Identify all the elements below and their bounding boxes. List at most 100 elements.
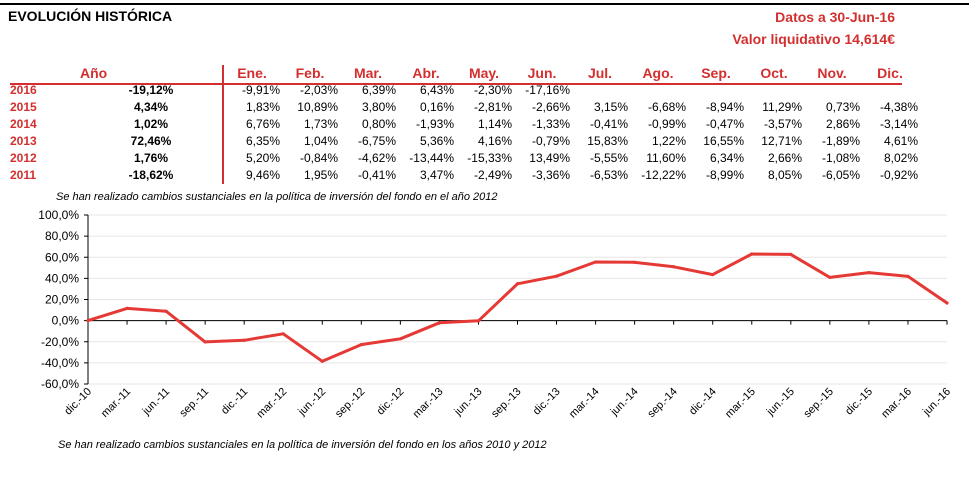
- row-month-return: 2,86%: [825, 117, 860, 131]
- row-month-return: 6,43%: [419, 83, 454, 97]
- row-month-return: -9,91%: [241, 83, 280, 97]
- table-row: 2015 4,34% 1,83% 10,89% 3,80% 0,16% -2,81% -2,6…: [10, 99, 920, 116]
- row-month-return: -0,84%: [299, 151, 338, 165]
- row-month-return: 0,16%: [419, 100, 454, 114]
- data-point: [437, 321, 442, 325]
- row-month-return: 13,49%: [529, 151, 570, 165]
- series-line: [86, 252, 949, 363]
- history-line-chart: 100,0% 80,0% 60,0% 40,0% 20,0% 0,0% -20,0% -40,…: [38, 208, 953, 421]
- row-year: 2014: [10, 117, 37, 131]
- row-month-return: 0,73%: [825, 100, 860, 114]
- y-tick-label: 100,0%: [38, 208, 79, 222]
- row-month-return: 0,80%: [361, 117, 396, 131]
- row-year: 2011: [10, 168, 37, 182]
- column-header: Mar.: [353, 65, 382, 81]
- x-tick-label: dic.-14: [687, 386, 719, 418]
- row-month-return: -1,33%: [531, 117, 570, 131]
- row-month-return: -3,36%: [531, 168, 570, 182]
- row-month-return: 6,35%: [245, 134, 280, 148]
- row-month-return: -8,94%: [705, 100, 744, 114]
- row-month-return: 6,39%: [361, 83, 396, 97]
- row-month-return: 15,83%: [587, 134, 628, 148]
- row-month-return: -0,47%: [705, 117, 744, 131]
- row-annual-return: -19,12%: [80, 82, 224, 99]
- x-tick-label: jun.-12: [295, 386, 328, 419]
- row-annual-return: 4,34%: [80, 99, 224, 116]
- x-tick-label: jun.-13: [452, 386, 485, 419]
- row-month-return: -3,14%: [879, 117, 918, 131]
- column-header: Dic.: [877, 65, 903, 81]
- data-point: [945, 301, 949, 305]
- row-month-return: 12,71%: [761, 134, 802, 148]
- y-tick-label: 60,0%: [45, 250, 79, 264]
- data-point: [320, 359, 324, 363]
- row-month-return: 3,47%: [419, 168, 454, 182]
- column-header: Año: [10, 65, 224, 82]
- table-row: 2013 72,46% 6,35% 1,04% -6,75% 5,36% 4,16% -0,7…: [10, 133, 920, 150]
- column-header: Abr.: [412, 65, 440, 81]
- policy-note-top: Se han realizado cambios sustanciales en…: [56, 191, 498, 203]
- table-row: 2014 1,02% 6,76% 1,73% 0,80% -1,93% 1,14% -1,33…: [10, 116, 920, 133]
- row-annual-return: 1,76%: [80, 150, 224, 167]
- x-tick-label: dic.-11: [219, 386, 250, 417]
- x-tick-label: jun.-15: [764, 386, 797, 419]
- row-month-return: 2,66%: [767, 151, 802, 165]
- row-month-return: 1,73%: [303, 117, 338, 131]
- row-month-return: 6,34%: [709, 151, 744, 165]
- row-month-return: -0,41%: [357, 168, 396, 182]
- y-tick-label: -40,0%: [41, 356, 79, 370]
- data-point: [86, 319, 90, 323]
- y-tick-label: 80,0%: [45, 229, 79, 243]
- performance-table: Año Ene. Feb. Mar. Abr. May. Jun. Jul. Ago. Sep. O…: [10, 65, 921, 184]
- row-month-return: -6,05%: [821, 168, 860, 182]
- row-month-return: 11,60%: [646, 151, 686, 165]
- x-tick-label: mar.-14: [567, 386, 602, 421]
- data-point: [164, 309, 168, 313]
- row-month-return: -2,49%: [473, 168, 512, 182]
- row-month-return: -0,99%: [647, 117, 686, 131]
- data-point: [750, 252, 754, 256]
- data-point: [515, 282, 520, 286]
- data-date: Datos a 30-Jun-16: [775, 9, 895, 25]
- row-month-return: -12,22%: [641, 168, 686, 182]
- row-month-return: 4,61%: [883, 134, 918, 148]
- row-month-return: -4,38%: [879, 100, 918, 114]
- row-month-return: -2,81%: [473, 100, 512, 114]
- column-header: Ene.: [237, 65, 267, 81]
- row-month-return: -1,08%: [821, 151, 860, 165]
- column-header: Oct.: [760, 65, 788, 81]
- data-point: [281, 332, 285, 336]
- row-month-return: 3,80%: [361, 100, 396, 114]
- x-tick-label: dic.-15: [843, 386, 875, 418]
- page-title: EVOLUCIÓN HISTÓRICA: [8, 8, 173, 24]
- column-header: Sep.: [701, 65, 731, 81]
- row-month-return: -0,79%: [531, 134, 570, 148]
- row-annual-return: 1,02%: [80, 116, 224, 133]
- data-point: [476, 319, 481, 323]
- x-tick-label: sep.-15: [802, 386, 836, 420]
- row-month-return: -8,99%: [705, 168, 744, 182]
- x-tick-label: jun.-16: [920, 386, 953, 419]
- row-month-return: 1,14%: [477, 117, 512, 131]
- x-tick-label: dic.-13: [531, 386, 563, 418]
- row-month-return: 8,05%: [767, 168, 802, 182]
- row-month-return: 5,20%: [245, 151, 280, 165]
- column-header: May.: [468, 65, 500, 81]
- x-tick-label: sep.-14: [645, 386, 679, 420]
- row-month-return: -1,93%: [415, 117, 454, 131]
- y-tick-label: 20,0%: [45, 293, 79, 307]
- row-month-return: 10,89%: [297, 100, 338, 114]
- row-month-return: -3,57%: [763, 117, 802, 131]
- row-month-return: -6,68%: [647, 100, 686, 114]
- data-point: [554, 274, 559, 278]
- row-month-return: -0,92%: [879, 168, 918, 182]
- policy-note-bottom: Se han realizado cambios sustanciales en…: [58, 439, 547, 451]
- data-point: [398, 337, 402, 341]
- row-month-return: -6,53%: [589, 168, 628, 182]
- data-point: [906, 274, 910, 278]
- row-month-return: 3,15%: [593, 100, 628, 114]
- x-tick-label: sep.-11: [177, 386, 211, 420]
- row-month-return: -2,66%: [531, 100, 570, 114]
- column-header: Nov.: [817, 65, 847, 81]
- x-tick-label: mar.-11: [99, 386, 133, 420]
